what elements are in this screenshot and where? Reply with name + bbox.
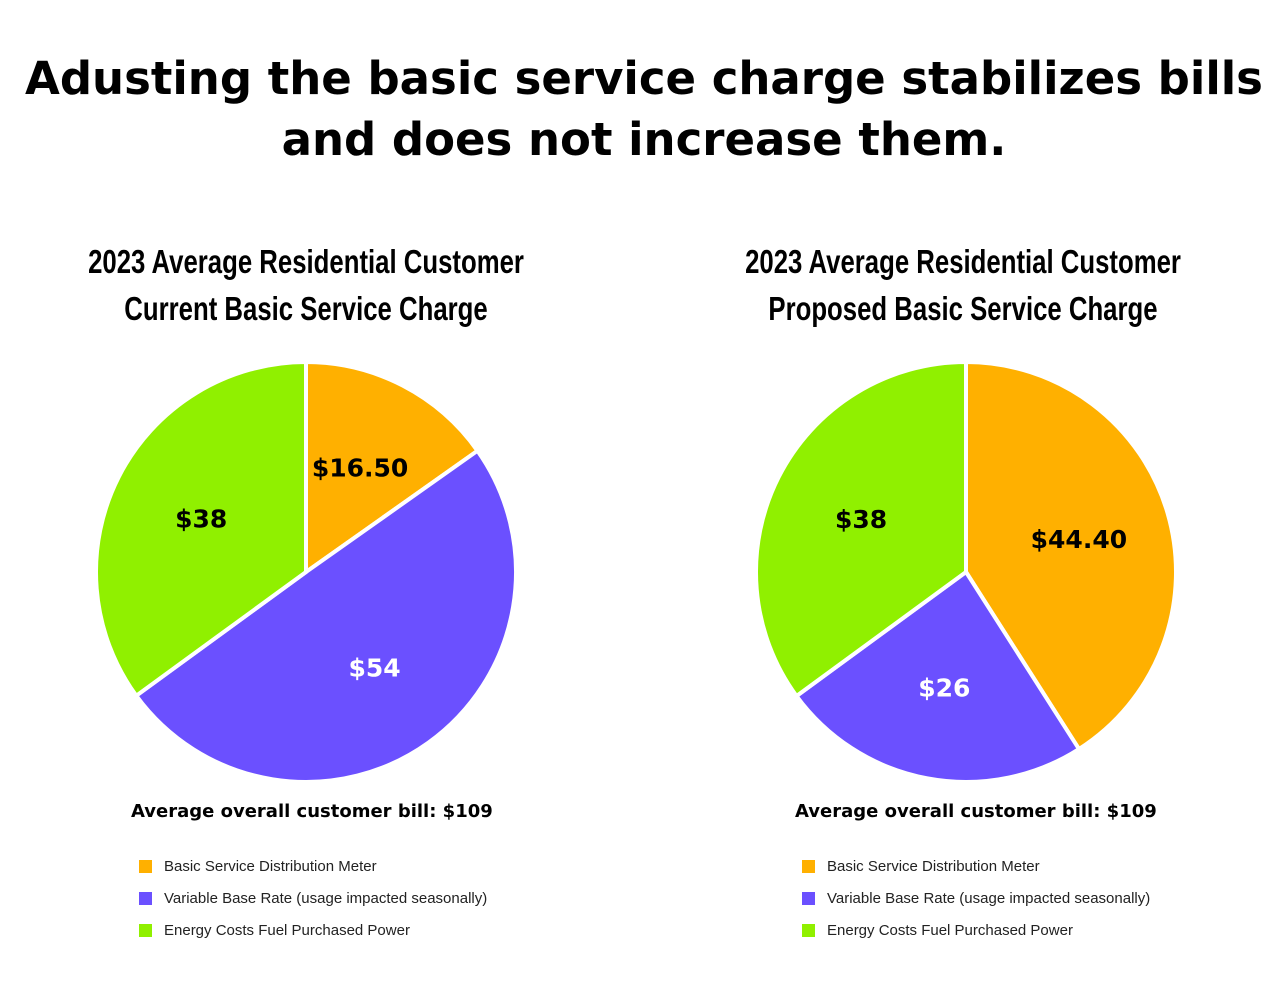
legend-item-variable: Variable Base Rate (usage impacted seaso…: [139, 882, 487, 914]
slice-label: $26: [918, 674, 970, 703]
pie-slice: [133, 447, 518, 784]
chart-current: 2023 Average Residential Customer Curren…: [56, 238, 555, 946]
total-bill: Average overall customer bill: $109: [131, 801, 493, 822]
pie-slice: [94, 359, 308, 699]
chart-title: 2023 Average Residential Customer Propos…: [713, 238, 1212, 332]
legend-swatch: [802, 891, 815, 905]
legend-label: Energy Costs Fuel Purchased Power: [827, 921, 1073, 939]
legend-swatch: [139, 891, 152, 905]
pie-current: $16.50 $54 $38: [94, 359, 518, 784]
legend-label: Basic Service Distribution Meter: [164, 857, 377, 875]
legend: Basic Service Distribution Meter Variabl…: [802, 850, 1150, 946]
chart-title-line2: Proposed Basic Service Charge: [768, 290, 1158, 327]
chart-title: 2023 Average Residential Customer Curren…: [56, 238, 555, 332]
total-bill: Average overall customer bill: $109: [795, 801, 1157, 822]
slice-label: $54: [348, 654, 400, 683]
legend: Basic Service Distribution Meter Variabl…: [139, 850, 487, 946]
legend-item-energy: Energy Costs Fuel Purchased Power: [802, 914, 1150, 946]
pie-slice: [754, 359, 968, 699]
legend-swatch: [139, 923, 152, 937]
pie-slice: [304, 359, 481, 576]
legend-item-basic: Basic Service Distribution Meter: [139, 850, 487, 882]
chart-title-line1: 2023 Average Residential Customer: [745, 243, 1181, 280]
legend-item-variable: Variable Base Rate (usage impacted seaso…: [802, 882, 1150, 914]
legend-label: Variable Base Rate (usage impacted seaso…: [164, 889, 488, 907]
slice-label: $16.50: [312, 454, 408, 483]
main-title: Adusting the basic service charge stabil…: [0, 48, 1280, 170]
slice-label: $38: [175, 505, 227, 534]
legend-swatch: [802, 859, 815, 873]
legend-label: Basic Service Distribution Meter: [827, 857, 1040, 875]
legend-label: Variable Base Rate (usage impacted seaso…: [827, 889, 1151, 907]
legend-item-energy: Energy Costs Fuel Purchased Power: [139, 914, 487, 946]
chart-proposed: 2023 Average Residential Customer Propos…: [640, 0, 1280, 989]
chart-title-line1: 2023 Average Residential Customer: [88, 243, 524, 280]
main-title-line1: Adusting the basic service charge stabil…: [25, 52, 1263, 105]
pie-proposed: $44.40 $26 $38: [754, 359, 1178, 784]
legend-item-basic: Basic Service Distribution Meter: [802, 850, 1150, 882]
legend-swatch: [802, 923, 815, 937]
legend-label: Energy Costs Fuel Purchased Power: [164, 921, 410, 939]
slice-label: $38: [835, 505, 887, 534]
pie-slice: [793, 569, 1082, 784]
chart-title-line2: Current Basic Service Charge: [124, 290, 488, 327]
main-title-line2: and does not increase them.: [281, 113, 1007, 166]
legend-swatch: [139, 859, 152, 873]
slice-label: $44.40: [1031, 525, 1127, 554]
